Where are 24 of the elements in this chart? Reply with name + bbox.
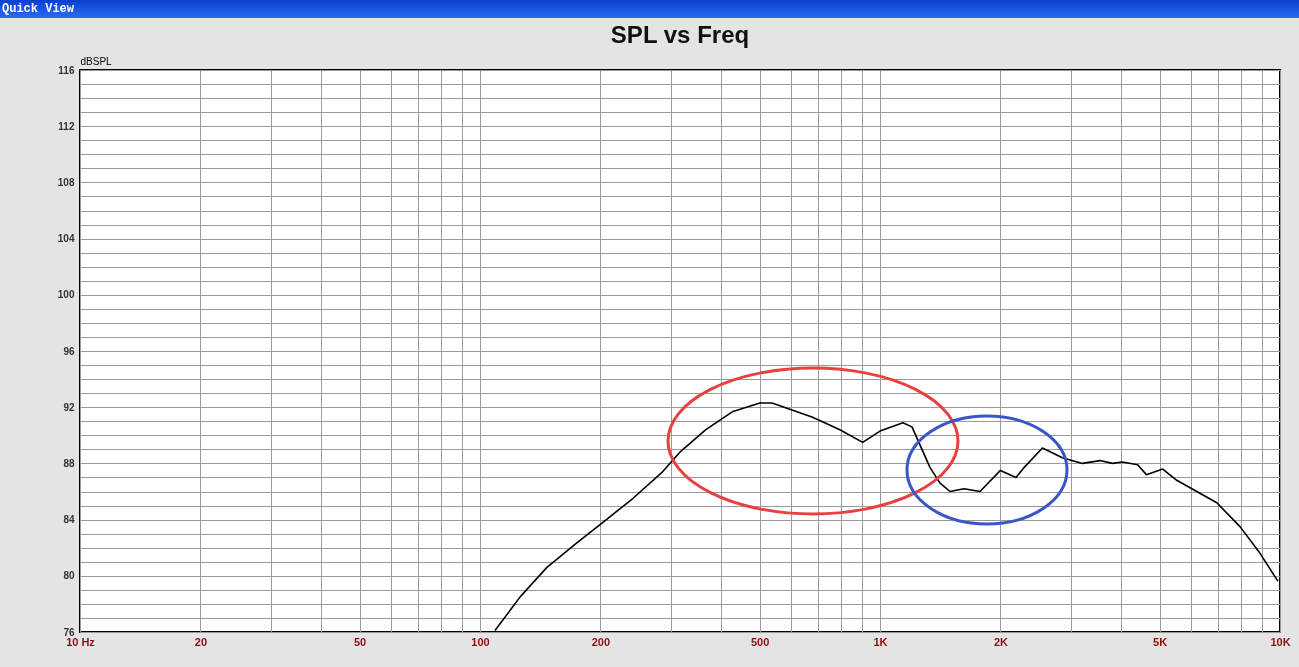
y-tick-label: 76	[63, 626, 75, 638]
x-tick-label: 1K	[873, 635, 888, 648]
y-tick-label: 92	[63, 401, 75, 413]
y-tick-label: 104	[57, 233, 75, 245]
x-tick-label: 200	[591, 635, 611, 648]
x-tick-label: 10K	[1270, 635, 1291, 648]
x-tick-label: 50	[353, 635, 367, 648]
x-tick-label: 10 Hz	[66, 635, 96, 648]
text: Quick View	[0, 0, 1299, 18]
y-tick-label: 84	[63, 514, 75, 526]
y-tick-label: 88	[63, 457, 75, 469]
chart-title: SPL vs Freq	[610, 21, 750, 48]
x-tick-label: 500	[750, 635, 770, 648]
x-tick-label: 2K	[993, 635, 1008, 648]
x-tick-label: 20	[194, 635, 208, 648]
x-tick-label: 100	[471, 635, 490, 648]
y-tick-label: 80	[63, 570, 75, 582]
y-tick-label: 100	[57, 289, 75, 301]
y-axis-title: dBSPL	[80, 55, 113, 67]
y-tick-label: 116	[58, 64, 75, 76]
y-tick-label: 108	[57, 176, 75, 188]
x-tick-label: 5K	[1153, 635, 1168, 648]
y-tick-label: 96	[63, 345, 75, 357]
y-tick-label: 112	[58, 120, 75, 132]
